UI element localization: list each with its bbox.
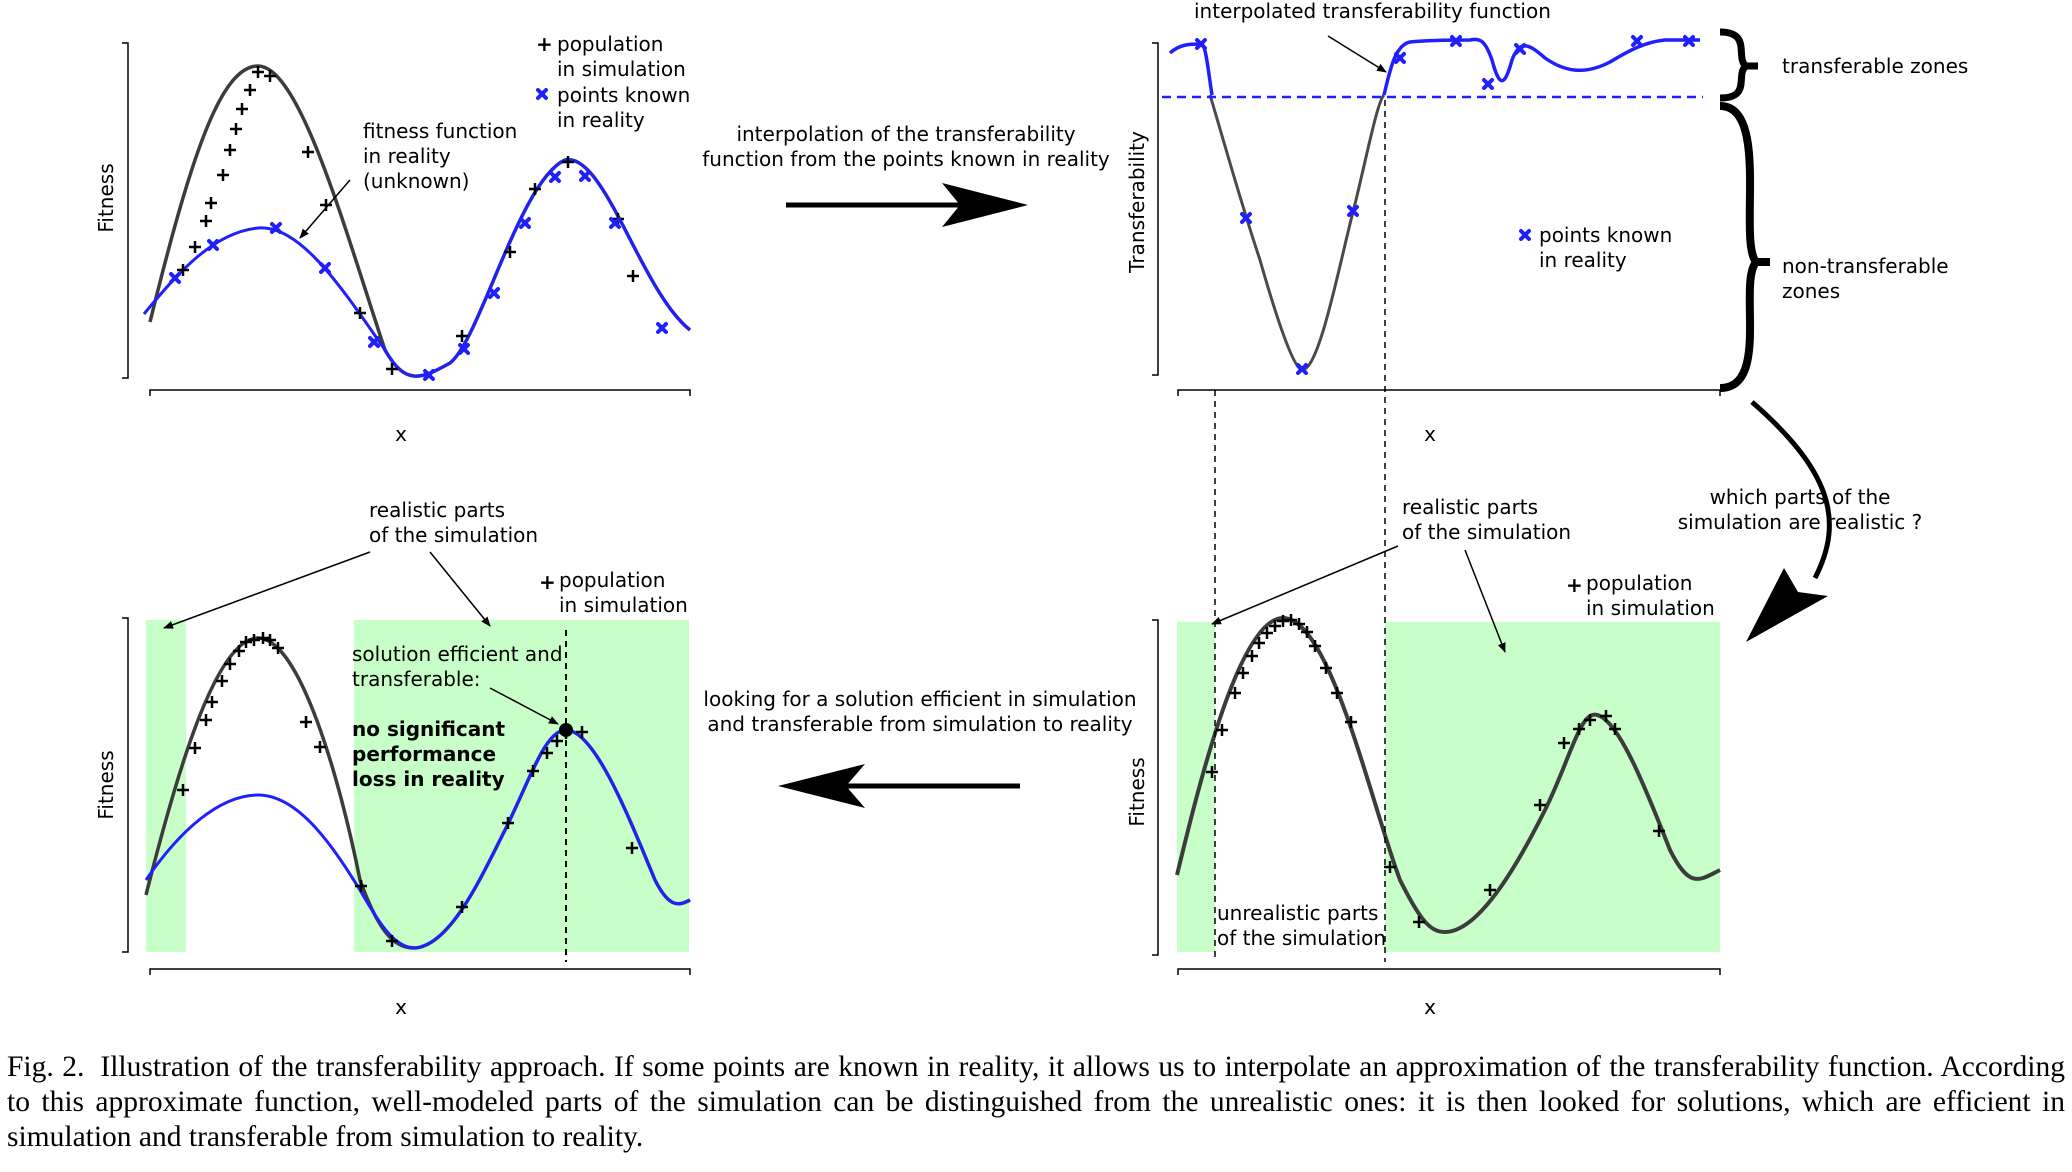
y-axis-label: Transferability (1125, 131, 1149, 274)
arrow-which-parts: which parts of the simulation are realis… (1678, 400, 1923, 642)
arrow-interpolation-line1: interpolation of the transferability (736, 122, 1075, 146)
zone-transferable-label: transferable zones (1782, 54, 1968, 78)
realistic-label-line2: of the simulation (369, 523, 538, 547)
zone-nontransferable-line2: zones (1782, 279, 1840, 303)
solution-arrow (489, 687, 559, 725)
y-axis-bracket (122, 42, 129, 379)
realistic-arrow-left (1211, 545, 1399, 625)
x-axis-bracket (149, 389, 691, 396)
fitness-annotation-line1: fitness function (363, 119, 517, 143)
arrow-which-parts-line1: which parts of the (1710, 485, 1891, 509)
realistic-label-line2: of the simulation (1402, 520, 1571, 544)
interpolated-annotation-arrow (1327, 35, 1387, 73)
realistic-zone-right (1385, 622, 1720, 952)
x-axis-label: x (395, 995, 407, 1019)
transferability-curve-blue (1168, 37, 1700, 96)
y-axis-bracket (1152, 619, 1159, 956)
panel-bottom-right: Fitness x realistic parts of the simulat… (1125, 100, 1721, 1019)
arrow-looking-for-solution: looking for a solution efficient in simu… (703, 687, 1137, 808)
realistic-arrow-right (429, 551, 491, 627)
panel-top-right: Transferability x interpolated transfera… (1125, 0, 1968, 446)
fitness-annotation-line2: in reality (363, 144, 451, 168)
population-markers (177, 66, 639, 375)
realistic-zone-left (1177, 622, 1215, 952)
y-axis-bracket (1152, 42, 1159, 376)
brace-transferable (1719, 28, 1758, 102)
legend-reality-line1: points known (1539, 223, 1672, 247)
reality-markers (1195, 35, 1695, 375)
legend-population-marker: + (539, 570, 556, 594)
x-axis-bracket (149, 968, 691, 975)
figure-caption: Fig. 2. Illustration of the transferabili… (7, 1050, 2065, 1155)
panel-top-left: Fitness x + population in si (94, 32, 692, 446)
brace-nontransferable (1719, 102, 1770, 392)
arrow-interpolation: interpolation of the transferability fun… (702, 122, 1110, 227)
realistic-arrow-right (1464, 549, 1506, 653)
legend-population-line1: population (1586, 571, 1692, 595)
population-markers (177, 632, 638, 947)
solution-label-line2: transferable: (352, 667, 481, 691)
y-axis-label: Fitness (94, 163, 118, 232)
legend-population-line2: in simulation (559, 593, 688, 617)
legend-population-marker: + (536, 32, 553, 56)
unrealistic-label-line2: of the simulation (1217, 926, 1386, 950)
x-axis-label: x (1424, 422, 1436, 446)
fitness-annotation-arrow (299, 179, 351, 239)
x-axis-bracket (1177, 968, 1721, 975)
solution-label-line1: solution efficient and (352, 642, 563, 666)
arrow-looking-line1: looking for a solution efficient in simu… (703, 687, 1136, 711)
simulation-curve (1175, 615, 1721, 935)
arrow-looking-line2: and transferable from simulation to real… (707, 712, 1132, 736)
caption-text: Illustration of the transferability appr… (7, 1051, 2065, 1153)
legend-reality-line2: in reality (1539, 248, 1627, 272)
x-axis-bracket (1177, 389, 1721, 396)
bold-label-line1: no significant (352, 717, 506, 741)
reality-markers (169, 170, 668, 381)
figure: Fitness x + population in si (94, 0, 1968, 1019)
x-axis-label: x (1424, 995, 1436, 1019)
x-axis-label: x (395, 422, 407, 446)
realistic-label-line1: realistic parts (369, 498, 505, 522)
arrow-which-parts-line2: simulation are realistic ? (1678, 510, 1923, 534)
legend-population-line2: in simulation (1586, 596, 1715, 620)
solution-point (559, 723, 573, 737)
y-axis-label: Fitness (94, 750, 118, 819)
bold-label-line2: performance (352, 742, 496, 766)
legend-reality-marker (1519, 229, 1531, 241)
legend-population-line1: population (557, 32, 663, 56)
legend-reality-line2: in reality (557, 108, 645, 132)
realistic-arrow-left (163, 551, 371, 629)
reality-curve (144, 728, 691, 950)
realistic-label-line1: realistic parts (1402, 495, 1538, 519)
legend-population-marker: + (1566, 573, 1583, 597)
arrow-interpolation-line2: function from the points known in realit… (702, 147, 1110, 171)
population-markers (1206, 614, 1665, 928)
legend-reality-marker (536, 88, 548, 100)
realistic-zone-left (146, 620, 186, 952)
unrealistic-label-line1: unrealistic parts (1217, 901, 1378, 925)
y-axis-bracket (122, 617, 129, 953)
interpolated-annotation: interpolated transferability function (1194, 0, 1551, 23)
caption-label: Fig. 2. (7, 1051, 85, 1083)
fitness-annotation-line3: (unknown) (363, 169, 469, 193)
legend-population-line2: in simulation (557, 57, 686, 81)
legend-population-line1: population (559, 568, 665, 592)
y-axis-label: Fitness (1125, 757, 1149, 826)
realistic-zone-right (354, 620, 689, 952)
zone-nontransferable-line1: non-transferable (1782, 254, 1949, 278)
bold-label-line3: loss in reality (352, 767, 505, 791)
legend-reality-line1: points known (557, 83, 690, 107)
panel-bottom-left: Fitness x realistic parts of the simulat… (94, 498, 691, 1019)
transferability-curve-gray (1208, 93, 1386, 372)
